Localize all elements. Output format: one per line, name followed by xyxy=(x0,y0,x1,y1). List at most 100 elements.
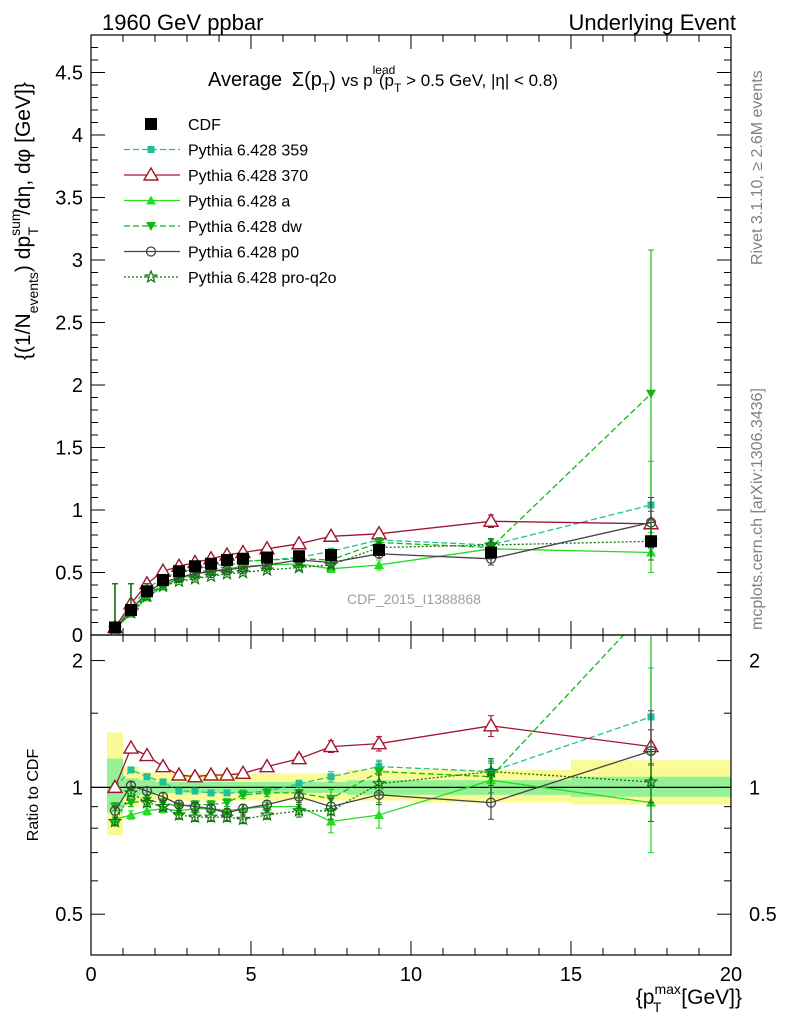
x-tick-label: 5 xyxy=(245,964,256,986)
data-point-marker xyxy=(171,807,187,822)
main-series-line xyxy=(114,393,652,630)
data-point-marker xyxy=(374,809,384,819)
data-point-marker xyxy=(126,798,136,808)
data-point-marker xyxy=(207,789,215,797)
header-left: 1960 GeV ppbar xyxy=(102,10,263,35)
data-point-marker xyxy=(485,546,497,559)
data-point-marker xyxy=(235,564,251,579)
data-point-marker xyxy=(646,602,656,611)
legend-label: Pythia 6.428 a xyxy=(188,194,290,211)
main-series xyxy=(109,535,657,634)
data-point-marker xyxy=(139,794,155,809)
ratio-series-line xyxy=(114,716,652,794)
data-point-marker xyxy=(373,544,385,556)
ratio-series xyxy=(106,715,660,794)
data-point-marker xyxy=(326,816,336,826)
data-point-marker xyxy=(374,560,384,569)
data-point-marker xyxy=(482,717,500,732)
y-tick-label: 2 xyxy=(72,375,83,397)
data-point-marker xyxy=(143,773,151,781)
data-point-marker xyxy=(145,118,157,130)
data-point-marker xyxy=(485,797,497,808)
data-point-marker xyxy=(482,512,500,527)
data-point-marker xyxy=(262,788,272,798)
data-point-marker xyxy=(322,738,340,753)
ratio-bands xyxy=(107,732,731,836)
data-point-marker xyxy=(142,166,160,181)
data-point-marker xyxy=(187,571,203,585)
main-x-ticks xyxy=(90,35,732,635)
data-point-marker xyxy=(175,787,183,795)
data-point-marker xyxy=(142,805,152,815)
analysis-watermark: CDF_2015_I1388868 xyxy=(347,591,481,607)
ratio-y-tick-label-right: 2 xyxy=(749,651,760,673)
legend-item: CDF xyxy=(145,117,221,134)
data-point-marker xyxy=(221,554,233,566)
data-point-marker xyxy=(222,798,232,808)
data-point-marker xyxy=(191,787,199,795)
legend-label: Pythia 6.428 dw xyxy=(188,219,302,236)
ratio-y-tick-label-right: 1 xyxy=(749,777,760,799)
data-point-marker xyxy=(290,535,308,550)
data-point-marker xyxy=(259,807,275,822)
data-point-marker xyxy=(374,767,384,777)
ratio-series-line xyxy=(114,770,652,822)
legend: CDF Pythia 6.428 359 Pythia 6.428 370 Pythi… xyxy=(124,117,337,287)
ratio-x-ticks: 0 5 10 15 20 xyxy=(85,635,742,986)
y-tick-label: 1.5 xyxy=(55,438,83,460)
data-point-marker xyxy=(258,758,276,773)
data-point-marker xyxy=(147,146,155,153)
main-y-ticks: 0 0.5 1 1.5 2 2.5 3 3.5 4 4.5 xyxy=(55,47,731,647)
data-point-marker xyxy=(291,559,307,574)
legend-item: Pythia 6.428 a xyxy=(124,194,290,211)
y-tick-label: 2.5 xyxy=(55,313,83,335)
data-point-marker xyxy=(259,562,275,577)
data-point-marker xyxy=(483,763,499,778)
y-tick-label: 3.5 xyxy=(55,188,83,210)
main-y-label: {(1/Nevents) dpsum T/dη, dφ [GeV]} xyxy=(7,82,41,360)
data-point-marker xyxy=(145,246,157,257)
legend-item: Pythia 6.428 p0 xyxy=(124,245,299,262)
data-point-marker xyxy=(322,527,340,542)
data-point-marker xyxy=(219,809,235,824)
ratio-y-tick-label: 2 xyxy=(72,651,83,673)
x-tick-label: 20 xyxy=(720,964,742,986)
data-point-marker xyxy=(141,585,153,598)
header-right: Underlying Event xyxy=(568,10,736,35)
data-point-marker xyxy=(205,557,217,570)
data-point-marker xyxy=(186,768,204,783)
data-point-marker xyxy=(645,535,657,548)
data-point-marker xyxy=(234,764,252,779)
ratio-series xyxy=(106,602,660,854)
main-panel: 0 0.5 1 1.5 2 2.5 3 3.5 4 4.5 Average Σ(pT) vs pl… xyxy=(7,34,732,647)
data-point-marker xyxy=(323,803,339,817)
data-point-marker xyxy=(155,798,171,813)
x-axis-label: {pmax T [GeV]} xyxy=(636,981,742,1015)
data-point-marker xyxy=(223,789,231,797)
main-frame xyxy=(90,34,732,636)
legend-label: Pythia 6.428 370 xyxy=(188,168,308,185)
legend-item: Pythia 6.428 370 xyxy=(124,166,308,185)
y-tick-label: 3 xyxy=(72,250,83,272)
data-point-marker xyxy=(291,803,307,817)
data-point-marker xyxy=(237,552,249,565)
data-point-marker xyxy=(159,778,167,786)
data-point-marker xyxy=(238,790,248,800)
plot-title: Average Σ(pT) vs plead (pT > 0.5 GeV, |η… xyxy=(208,57,558,95)
data-point-marker xyxy=(325,549,337,561)
data-point-marker xyxy=(146,195,156,205)
x-tick-label: 15 xyxy=(560,964,582,986)
ratio-y-ticks: 0.5 0.5 1 1 2 2 xyxy=(55,651,777,927)
data-point-marker xyxy=(109,621,121,634)
data-point-marker xyxy=(646,389,656,399)
data-point-marker xyxy=(170,766,188,781)
data-point-marker xyxy=(295,780,303,788)
data-point-marker xyxy=(127,766,135,774)
data-point-marker xyxy=(171,573,187,588)
ratio-panel: 0.5 0.5 1 1 2 2 0 5 10 15 20 Ratio to CDF {pmax T … xyxy=(25,602,777,1015)
data-point-marker xyxy=(261,551,273,564)
legend-label: Pythia 6.428 359 xyxy=(188,143,308,160)
data-point-marker xyxy=(126,809,136,819)
legend-item: Pythia 6.428 pro-q2o xyxy=(124,269,337,287)
